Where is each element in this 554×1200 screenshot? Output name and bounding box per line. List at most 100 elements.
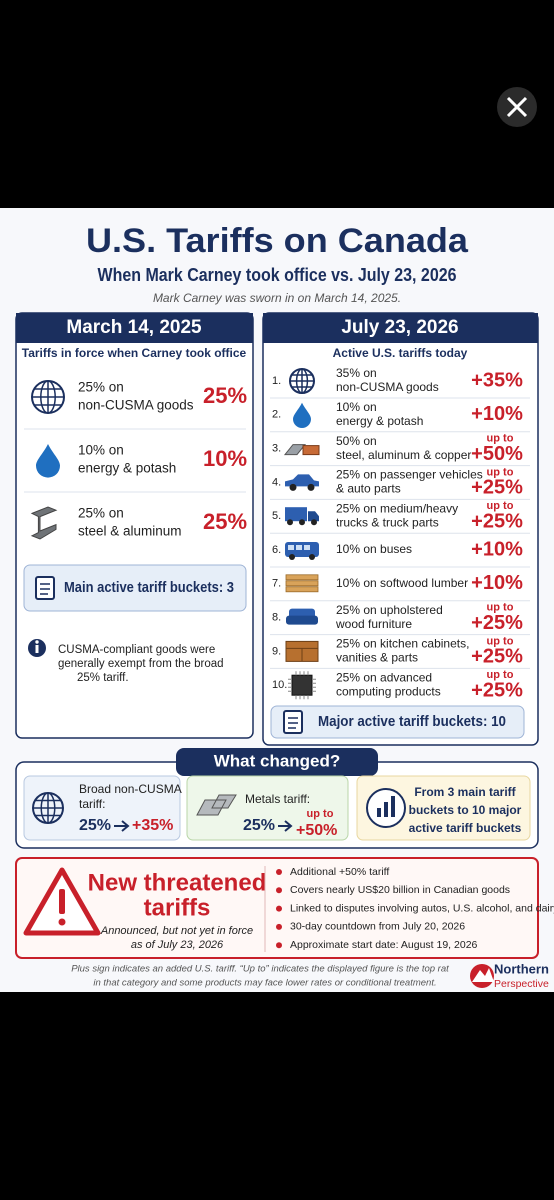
item-text: vanities & parts	[336, 651, 418, 665]
card-text: active tariff buckets	[409, 821, 522, 835]
item-rate: +10%	[471, 538, 523, 560]
item-qualifier: up to	[487, 602, 514, 614]
item-text: 25% on medium/heavy	[336, 501, 458, 515]
sofa-icon	[286, 615, 318, 625]
card-qualifier: up to	[307, 808, 334, 820]
item-rate: 10%	[203, 446, 247, 471]
bus-wheel	[309, 554, 315, 560]
arrow	[114, 820, 130, 832]
beam-icon	[30, 506, 58, 540]
truck-wheel	[299, 519, 305, 526]
item-text: 25% on advanced	[336, 670, 432, 684]
bullet	[276, 869, 282, 875]
item-number: 6.	[272, 544, 281, 556]
threat-bullet: Approximate start date: August 19, 2026	[290, 939, 478, 951]
card-text: From 3 main tariff	[414, 785, 516, 799]
metal-icon	[196, 794, 237, 816]
item-rate: +10%	[471, 572, 523, 594]
car-icon	[285, 474, 319, 487]
lumber-icon	[285, 586, 319, 593]
subtitle: When Mark Carney took office vs. July 23…	[98, 265, 457, 285]
item-text: 25% on kitchen cabinets,	[336, 637, 469, 651]
truck-icon	[285, 507, 307, 522]
item-rate: +50%	[471, 443, 523, 465]
card-to: +50%	[296, 822, 337, 839]
globe-icon	[290, 369, 314, 393]
item-text: 10% on softwood lumber	[336, 576, 468, 590]
item-number: 9.	[272, 645, 281, 657]
bar-icon-bar	[391, 796, 395, 817]
change-card	[356, 775, 531, 841]
item-number: 4.	[272, 476, 281, 488]
clipboard-icon	[40, 583, 50, 595]
summary-box	[270, 705, 525, 739]
note-line: generally exempt from the broad	[58, 658, 224, 670]
item-text: 25% on	[78, 380, 124, 395]
change-card	[186, 775, 349, 841]
card-from: 25%	[79, 817, 111, 834]
item-text: 10% on	[78, 443, 124, 458]
steel-icon	[283, 444, 307, 456]
threat-bullet: Linked to disputes involving autos, U.S.…	[290, 902, 554, 914]
logo-tagline: Perspective	[494, 978, 549, 990]
footer-line: Plus sign indicates an added U.S. tariff…	[71, 964, 449, 975]
item-rate: +25%	[471, 679, 523, 701]
chip-icon	[291, 674, 313, 696]
change-card	[23, 775, 181, 841]
item-text: 25% on upholstered	[336, 603, 443, 617]
card-text: buckets to 10 major	[409, 803, 522, 817]
item-qualifier: up to	[487, 433, 514, 445]
bus-window	[304, 545, 310, 550]
truck-wheel	[311, 519, 317, 526]
bullet	[276, 923, 282, 930]
item-qualifier: up to	[487, 466, 514, 478]
car-wheel	[289, 483, 297, 491]
cabinet-icon	[286, 647, 318, 662]
item-text: computing products	[336, 684, 441, 698]
panel-heading: March 14, 2025	[66, 317, 202, 338]
item-qualifier: up to	[487, 500, 514, 512]
changes-pill	[176, 748, 378, 776]
bullet	[276, 887, 282, 894]
lumber-icon	[285, 574, 319, 581]
lumber-icon	[285, 580, 319, 587]
truck-wheel	[287, 519, 293, 526]
item-rate: +25%	[471, 646, 523, 668]
item-text: wood furniture	[335, 617, 412, 631]
item-rate: 25%	[203, 383, 247, 408]
item-text: 50% on	[336, 434, 377, 448]
logo-icon	[472, 968, 494, 982]
bus-window	[296, 545, 302, 550]
item-text: 10% on	[336, 400, 377, 414]
panel-caption: Tariffs in force when Carney took office	[22, 346, 247, 360]
globe-icon	[33, 793, 63, 823]
left-header	[16, 313, 253, 343]
bullet	[276, 905, 282, 912]
summary-box	[23, 564, 247, 612]
bar-icon-bar	[384, 802, 388, 817]
close-icon[interactable]	[506, 96, 528, 118]
close-button[interactable]	[497, 87, 537, 127]
note-line: 25% tariff.	[77, 672, 129, 684]
item-number: 10.	[272, 679, 287, 691]
item-text: & auto parts	[336, 482, 401, 496]
summary: Major active tariff buckets: 10	[318, 713, 506, 730]
changes-heading: What changed?	[214, 751, 341, 770]
item-text: trucks & truck parts	[336, 515, 439, 529]
threat-title: New threatened	[88, 869, 267, 896]
bar-icon-bar	[377, 808, 381, 817]
item-text: 25% on	[78, 506, 124, 521]
info-icon	[35, 645, 39, 653]
panel-heading: July 23, 2026	[341, 317, 458, 338]
bus-window	[288, 545, 294, 550]
card-label: Metals tariff:	[245, 792, 310, 806]
item-text: 35% on	[336, 366, 377, 380]
clipboard-icon	[283, 710, 303, 734]
arrow	[278, 820, 293, 832]
bar-icon	[366, 788, 406, 828]
item-text: energy & potash	[336, 414, 423, 428]
item-rate: 25%	[203, 509, 247, 534]
warning-icon	[59, 889, 65, 914]
